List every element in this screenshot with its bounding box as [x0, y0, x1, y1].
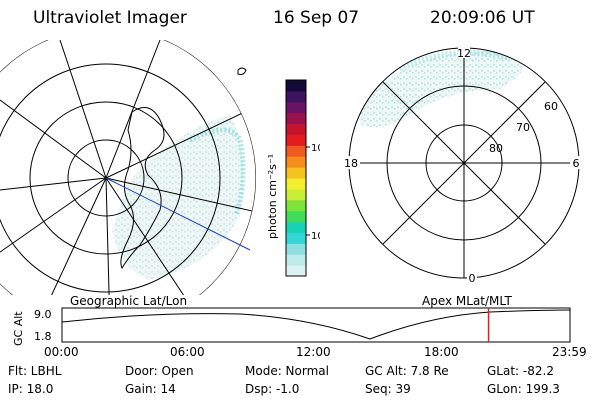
geographic-map-title: Geographic Lat/Lon [70, 294, 188, 308]
lat-circle-60 [0, 63, 221, 293]
instrument-title: Ultraviolet Imager [33, 8, 187, 28]
mlt-label-0: 0 [469, 272, 476, 285]
colorbar-cell [286, 178, 306, 190]
aurora-region [112, 115, 244, 280]
colorbar-cell [286, 254, 306, 266]
altitude-ylabel: GC Alt [12, 311, 25, 346]
colorbar-cell [286, 167, 306, 179]
lat-circle-70 [29, 101, 183, 255]
altitude-plot: GC Alt 9.0 1.8 [12, 307, 571, 346]
colorbar-unit-label: photon cm⁻²s⁻¹ [266, 154, 279, 239]
colorbar-cell [286, 232, 306, 244]
mlat-mlt-map: 12 18 6 0 60 70 80 [342, 46, 582, 285]
door-status: Door: Open [125, 364, 194, 378]
time-tick-1800: 18:00 [424, 345, 459, 359]
gain-status: Gain: 14 [125, 382, 176, 396]
colorbar-cell [286, 199, 306, 212]
filter-status: Flt: LBHL [8, 364, 62, 378]
geographic-map [0, 40, 256, 295]
noon-meridian-line [105, 177, 251, 251]
colorbar-cell [286, 80, 306, 92]
time-label: 20:09:06 UT [430, 8, 535, 28]
time-tick-1200: 12:00 [296, 345, 331, 359]
colorbar-cell [286, 243, 306, 255]
colorbar-cell [286, 90, 306, 103]
mlt-label-18: 18 [344, 157, 358, 170]
colorbar-cell [286, 188, 306, 201]
mlat-map-title: Apex MLat/MLT [422, 294, 512, 308]
colorbar-cell [286, 210, 306, 223]
mlat-label-60: 60 [544, 100, 558, 113]
gc-alt-status: GC Alt: 7.8 Re [365, 364, 449, 378]
ip-status: IP: 18.0 [8, 382, 54, 396]
glon-status: GLon: 199.3 [487, 382, 560, 396]
colorbar-cell [286, 123, 306, 135]
date-label: 16 Sep 07 [273, 8, 360, 28]
colorbar-tick-100: 100 [311, 143, 320, 154]
seq-status: Seq: 39 [365, 382, 411, 396]
colorbar-cell [286, 145, 306, 157]
mlt-label-6: 6 [573, 157, 580, 170]
lat-circle-80 [67, 139, 145, 217]
mlat-label-80: 80 [489, 142, 503, 155]
colorbar: 100 10 photon cm⁻²s⁻¹ [266, 79, 320, 277]
antarctica-coastline [120, 107, 165, 270]
colorbar-cell [286, 156, 306, 168]
mlat-label-70: 70 [516, 121, 530, 134]
time-tick-0600: 06:00 [170, 345, 205, 359]
colorbar-cell [286, 134, 306, 146]
colorbar-cell [286, 112, 306, 125]
altitude-ytick-low: 1.8 [34, 330, 52, 343]
time-tick-0000: 00:00 [44, 345, 79, 359]
time-tick-2359: 23:59 [552, 345, 587, 359]
colorbar-cell [286, 101, 306, 114]
colorbar-cell [286, 265, 306, 277]
altitude-ytick-high: 9.0 [34, 308, 52, 321]
glat-status: GLat: -82.2 [487, 364, 554, 378]
colorbar-cell [286, 221, 306, 233]
dsp-status: Dsp: -1.0 [245, 382, 300, 396]
mode-status: Mode: Normal [245, 364, 329, 378]
colorbar-tick-10: 10 [311, 231, 320, 242]
altitude-curve [61, 309, 571, 340]
mlt-label-12: 12 [457, 47, 471, 60]
